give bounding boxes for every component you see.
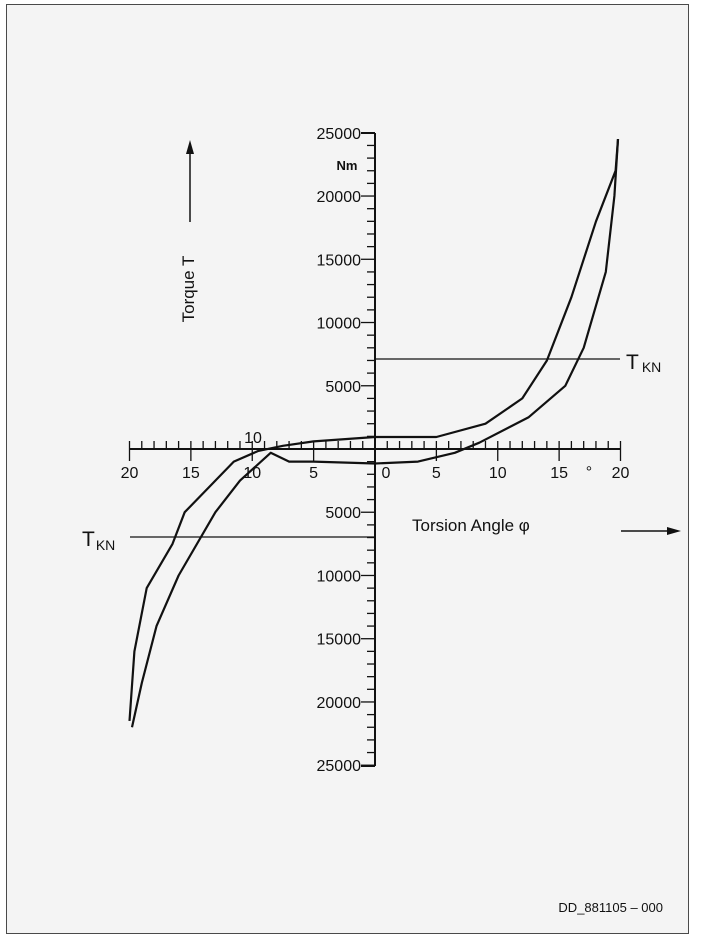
y-tick-label: 20000 — [317, 695, 362, 712]
x-annotation-10: 10 — [244, 430, 262, 447]
hysteresis-upper-branch — [128, 139, 620, 721]
up-arrow-icon — [186, 140, 194, 222]
x-tick-label: 20 — [121, 465, 139, 482]
hysteresis-lower-branch — [130, 139, 620, 728]
y-tick-label: 10000 — [317, 316, 362, 333]
y-tick-label: 5000 — [325, 379, 361, 396]
y-axis-title: Torque T — [179, 256, 198, 323]
degree-symbol: ° — [586, 464, 592, 481]
x-tick-label: 10 — [489, 465, 507, 482]
y-tick-label: 25000 — [317, 758, 362, 775]
y-tick-label: 10000 — [317, 568, 362, 585]
x-tick-label: 15 — [182, 465, 200, 482]
x-tick-label: 0 — [382, 465, 391, 482]
x-axis-title: Torsion Angle φ — [412, 516, 530, 535]
y-tick-label: 25000 — [317, 126, 362, 143]
x-tick-label: 10 — [243, 465, 261, 482]
y-tick-label: 20000 — [317, 189, 362, 206]
x-tick-label: 20 — [612, 465, 630, 482]
tkn-negative-label: TKN — [82, 528, 115, 553]
tick-labels: 25000 25000 20000 20000 15000 15000 10000 10000… — [121, 126, 630, 775]
drawing-code: DD_881105 – 000 — [558, 900, 663, 915]
x-tick-label: 5 — [432, 465, 441, 482]
drawing-frame — [6, 4, 689, 934]
y-tick-label: 15000 — [317, 632, 362, 649]
y-tick-label: 5000 — [325, 505, 361, 522]
x-tick-label: 15 — [550, 465, 568, 482]
tkn-positive-label: T KN — [626, 351, 661, 375]
y-tick-label: 15000 — [317, 252, 362, 269]
y-unit-label: Nm — [337, 158, 358, 173]
x-tick-label: 5 — [309, 465, 318, 482]
right-arrow-icon — [621, 527, 681, 535]
